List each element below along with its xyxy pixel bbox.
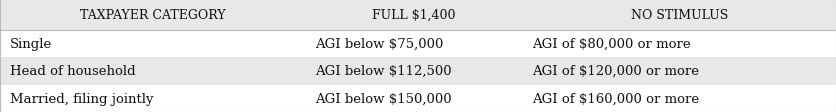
Text: Head of household: Head of household (10, 65, 135, 78)
Text: TAXPAYER CATEGORY: TAXPAYER CATEGORY (79, 9, 226, 22)
Text: AGI below $75,000: AGI below $75,000 (315, 37, 444, 50)
Text: FULL $1,400: FULL $1,400 (372, 9, 456, 22)
Bar (0, 57, 836, 85)
Text: AGI of $80,000 or more: AGI of $80,000 or more (533, 37, 691, 50)
Text: AGI of $160,000 or more: AGI of $160,000 or more (533, 92, 700, 105)
Text: Single: Single (10, 37, 53, 50)
Text: AGI of $120,000 or more: AGI of $120,000 or more (533, 65, 700, 78)
Text: AGI below $150,000: AGI below $150,000 (315, 92, 451, 105)
Text: AGI below $112,500: AGI below $112,500 (315, 65, 451, 78)
Text: Married, filing jointly: Married, filing jointly (10, 92, 154, 105)
Text: NO STIMULUS: NO STIMULUS (630, 9, 728, 22)
Bar (0, 85, 836, 112)
Bar (0, 30, 836, 57)
Bar (0, 0, 836, 30)
